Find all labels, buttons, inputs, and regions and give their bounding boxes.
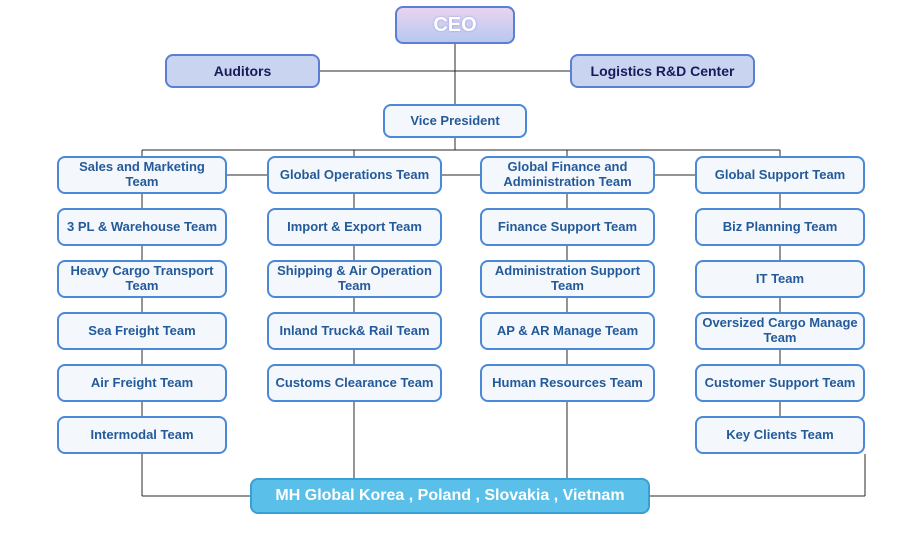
node-oversized-cargo-team: Oversized Cargo Manage Team (695, 312, 865, 350)
node-customs-clearance-team: Customs Clearance Team (267, 364, 442, 402)
node-key-clients-team: Key Clients Team (695, 416, 865, 454)
node-it-team: IT Team (695, 260, 865, 298)
node-sales-marketing-team: Sales and Marketing Team (57, 156, 227, 194)
node-sea-freight-team: Sea Freight Team (57, 312, 227, 350)
node-ceo: CEO (395, 6, 515, 44)
node-admin-support-team: Administration Support Team (480, 260, 655, 298)
node-air-freight-team: Air Freight Team (57, 364, 227, 402)
node-customer-support-team: Customer Support Team (695, 364, 865, 402)
node-biz-planning-team: Biz Planning Team (695, 208, 865, 246)
node-rnd-center: Logistics R&D Center (570, 54, 755, 88)
node-ap-ar-manage-team: AP & AR Manage Team (480, 312, 655, 350)
node-inland-truck-rail-team: Inland Truck& Rail Team (267, 312, 442, 350)
node-heavy-cargo-team: Heavy Cargo Transport Team (57, 260, 227, 298)
node-intermodal-team: Intermodal Team (57, 416, 227, 454)
node-global-operations-team: Global Operations Team (267, 156, 442, 194)
node-shipping-air-ops-team: Shipping & Air Operation Team (267, 260, 442, 298)
node-mh-global-locations: MH Global Korea , Poland , Slovakia , Vi… (250, 478, 650, 514)
node-global-support-team: Global Support Team (695, 156, 865, 194)
node-import-export-team: Import & Export Team (267, 208, 442, 246)
node-finance-support-team: Finance Support Team (480, 208, 655, 246)
node-auditors: Auditors (165, 54, 320, 88)
node-global-finance-admin-team: Global Finance and Administration Team (480, 156, 655, 194)
node-3pl-warehouse-team: 3 PL & Warehouse Team (57, 208, 227, 246)
node-vice-president: Vice President (383, 104, 527, 138)
node-human-resources-team: Human Resources Team (480, 364, 655, 402)
